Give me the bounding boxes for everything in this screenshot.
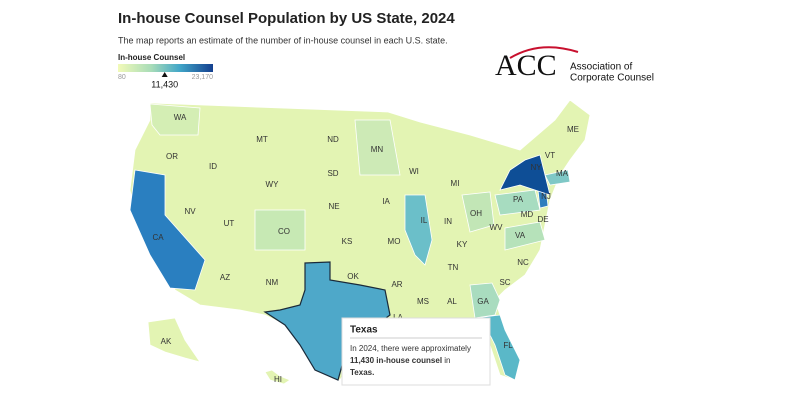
state-shape <box>469 282 501 319</box>
state-label: KY <box>457 240 468 249</box>
state-label: MA <box>556 169 569 178</box>
logo-text: Association of <box>570 62 632 73</box>
state-shape <box>544 169 571 186</box>
state-label: ID <box>209 162 217 171</box>
state-label: MN <box>371 145 384 154</box>
state-label: KS <box>342 237 353 246</box>
state-labels: WA OR CA ID NV MT WY UT AZ CO NM ND SD NE KS OK MN IA MO AR… <box>152 113 579 384</box>
state-label: MS <box>417 297 429 306</box>
state-label: FL <box>503 341 513 350</box>
title: In-house Counsel Population by US State,… <box>118 10 455 27</box>
state-label: MI <box>451 179 460 188</box>
state-label: VT <box>545 151 555 160</box>
map: WA OR CA ID NV MT WY UT AZ CO NM ND SD NE KS OK MN IA MO AR… <box>129 99 591 385</box>
state-label: IN <box>444 217 452 226</box>
state-label: ME <box>567 125 579 134</box>
subtitle: The map reports an estimate of the numbe… <box>118 35 448 45</box>
state-label: WV <box>490 223 504 232</box>
state-shape <box>254 209 306 251</box>
state-label: HI <box>274 375 282 384</box>
state-label: CA <box>152 233 164 242</box>
state-label: IA <box>382 197 390 206</box>
tooltip-text: In 2024, there were approximately <box>350 344 471 353</box>
state-label: WI <box>409 167 419 176</box>
state-label: AZ <box>220 273 230 282</box>
state-shape <box>504 221 546 251</box>
logo-arc <box>509 46 579 59</box>
state-label: NJ <box>541 192 551 201</box>
logo-text: Corporate Counsel <box>570 73 654 84</box>
tooltip-text: 11,430 in-house counsel in <box>350 356 451 365</box>
logo: ACC Association of Corporate Counsel <box>495 46 654 84</box>
state-label: OH <box>470 209 482 218</box>
state-label: UT <box>224 219 235 228</box>
tooltip: Texas In 2024, there were approximately … <box>341 317 491 386</box>
hawaii <box>264 369 291 385</box>
state-label: IL <box>421 216 428 225</box>
state-label: NY <box>530 163 542 172</box>
state-label: AK <box>161 337 172 346</box>
state-label: WY <box>266 180 280 189</box>
state-label: TN <box>448 263 459 272</box>
state-label: SD <box>327 169 338 178</box>
state-shape-hovered[interactable] <box>263 261 391 381</box>
state-label: DE <box>537 215 548 224</box>
state-shape <box>404 194 433 266</box>
tooltip-bold: Texas. <box>350 368 374 377</box>
tooltip-title: Texas <box>350 325 378 336</box>
alaska <box>147 317 201 363</box>
state-label: MO <box>388 237 401 246</box>
state-label: MT <box>256 135 268 144</box>
tooltip-plain: in <box>442 356 450 365</box>
legend-title: In-house Counsel <box>118 53 185 62</box>
state-label: WA <box>174 113 187 122</box>
state-label: GA <box>477 297 489 306</box>
legend: 80 23,170 11,430 <box>118 72 213 89</box>
state-label: VA <box>515 231 526 240</box>
state-shape <box>129 169 206 291</box>
state-label: AR <box>391 280 402 289</box>
state-label: ND <box>327 135 339 144</box>
state-shape <box>149 103 201 136</box>
state-label: NE <box>328 202 339 211</box>
state-label: NM <box>266 278 279 287</box>
state-shape <box>354 119 401 176</box>
legend-min-label: 80 <box>118 74 126 81</box>
legend-marker <box>161 72 168 77</box>
tooltip-box <box>341 317 491 386</box>
state-label: CO <box>278 227 290 236</box>
state-label: SC <box>499 278 510 287</box>
legend-max-label: 23,170 <box>192 74 214 81</box>
legend-scale <box>118 64 213 72</box>
state-label: MD <box>521 210 534 219</box>
state-shape <box>494 189 541 216</box>
state-label: OR <box>166 152 178 161</box>
state-shape <box>499 154 551 196</box>
state-label: OK <box>347 272 359 281</box>
logo-mark: ACC <box>495 49 557 82</box>
state-label: NC <box>517 258 529 267</box>
state-label: PA <box>513 195 524 204</box>
state-label: NV <box>184 207 196 216</box>
state-shape <box>461 191 495 233</box>
state-label: AL <box>447 297 457 306</box>
tooltip-bold: 11,430 in-house counsel <box>350 356 442 365</box>
legend-marker-label: 11,430 <box>151 79 178 89</box>
